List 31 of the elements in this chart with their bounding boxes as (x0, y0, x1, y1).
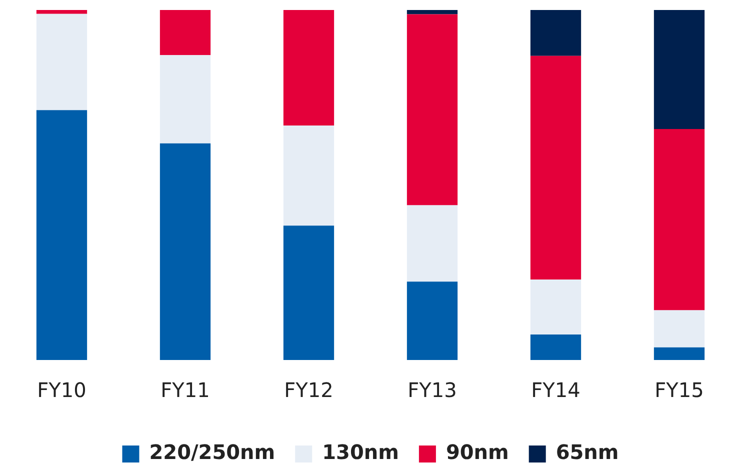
x-tick-label: FY11 (160, 378, 210, 402)
bar (160, 10, 211, 56)
legend-label: 90nm (446, 440, 509, 464)
bar (654, 10, 705, 129)
legend-label: 130nm (322, 440, 399, 464)
legend-label: 65nm (556, 440, 619, 464)
x-tick-label: FY12 (284, 378, 334, 402)
bar (530, 280, 582, 334)
bar (530, 56, 582, 280)
bar (36, 10, 88, 14)
bar (160, 55, 211, 144)
bar (654, 310, 705, 348)
bar (406, 14, 458, 206)
x-tick-label: FY14 (531, 378, 580, 402)
bar (530, 10, 582, 56)
bar (654, 347, 705, 360)
bar (406, 10, 458, 14)
bar (406, 205, 458, 282)
bar (406, 282, 458, 360)
bar (283, 126, 334, 226)
bar (160, 143, 211, 360)
x-tick-label: FY13 (408, 378, 457, 402)
legend-label: 220/250nm (149, 440, 276, 464)
bar (36, 110, 88, 360)
bar (654, 129, 705, 310)
bar (283, 10, 334, 126)
bar (283, 226, 334, 360)
bar (36, 14, 88, 110)
bar (530, 334, 582, 360)
x-tick-label: FY10 (37, 378, 86, 402)
x-tick-label: FY15 (654, 378, 704, 402)
